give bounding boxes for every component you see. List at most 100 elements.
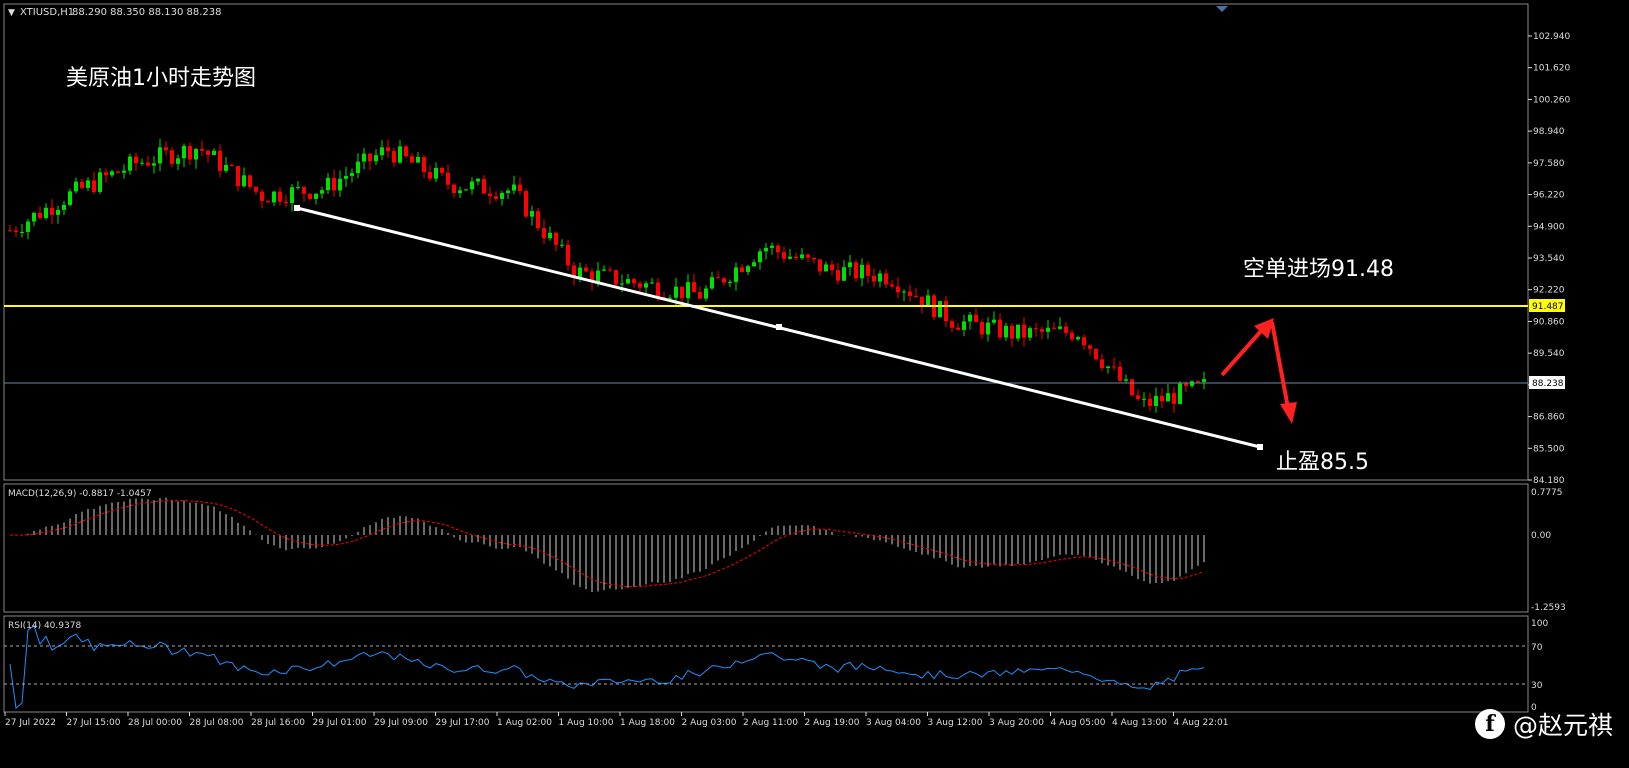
candle-body [980, 321, 984, 335]
candle-body [1076, 337, 1080, 340]
candle-body [1160, 395, 1164, 402]
candle-body [836, 270, 840, 281]
trend-line-handle-start[interactable] [294, 205, 300, 211]
candle-body [1112, 366, 1116, 368]
price-tick-label: 92.220 [1533, 286, 1565, 296]
candle-body [1016, 324, 1020, 339]
candle-body [638, 283, 642, 288]
candle-body [572, 265, 576, 278]
candle-body [50, 207, 54, 215]
candle-body [116, 171, 120, 173]
candle-body [512, 184, 516, 191]
candlestick-series [8, 138, 1206, 413]
candle-body [764, 247, 768, 252]
candle-body [1034, 328, 1038, 330]
time-tick-label: 28 Jul 00:00 [128, 718, 182, 728]
candle-body [62, 204, 66, 210]
candle-body [434, 167, 438, 179]
macd-panel-frame [3, 483, 1529, 613]
price-tick-label: 93.540 [1533, 254, 1565, 264]
candle-body [1064, 326, 1068, 333]
candle-body [626, 279, 630, 284]
price-tick-label: 89.540 [1533, 349, 1565, 359]
candle-body [1088, 345, 1092, 349]
rsi-line [9, 624, 1205, 709]
shift-marker-icon[interactable] [1216, 6, 1228, 12]
candle-body [554, 232, 558, 245]
candle-body [182, 145, 186, 159]
candle-body [590, 271, 594, 283]
price-tick-label: 94.900 [1533, 222, 1565, 232]
candle-body [194, 148, 198, 160]
candle-body [728, 281, 732, 283]
candle-body [860, 264, 864, 279]
candle-body [164, 147, 168, 151]
time-axis: 27 Jul 2022 27 Jul 15:00 28 Jul 00:00 28 Ju… [4, 712, 1228, 728]
candle-body [476, 178, 480, 182]
candle-body [284, 201, 288, 204]
candle-body [482, 178, 486, 194]
candle-body [56, 209, 60, 215]
time-tick-label: 29 Jul 01:00 [313, 718, 367, 728]
chart-title: 美原油1小时走势图 [66, 66, 256, 91]
candle-body [500, 193, 504, 199]
candle-body [698, 292, 702, 299]
candle-body [158, 147, 162, 164]
candle-body [530, 211, 534, 217]
candle-body [1172, 393, 1176, 404]
candle-body [926, 295, 930, 307]
candle-body [494, 196, 498, 199]
candle-body [260, 191, 264, 202]
candle-body [152, 163, 156, 166]
candle-body [536, 211, 540, 229]
candle-body [440, 167, 444, 173]
candle-body [674, 286, 678, 298]
symbol-menu-icon[interactable]: ▼ [8, 8, 15, 18]
candle-body [722, 278, 726, 283]
candle-body [758, 251, 762, 263]
candle-body [920, 296, 924, 307]
candle-body [998, 319, 1002, 338]
candle-body [380, 147, 384, 156]
candle-body [746, 266, 750, 272]
forecast-arrow-up [1220, 318, 1274, 377]
trend-line-handle-end[interactable] [1257, 444, 1263, 450]
time-tick-label: 27 Jul 15:00 [67, 718, 121, 728]
price-tick-label: 98.940 [1533, 127, 1565, 137]
candle-body [362, 153, 366, 162]
candle-body [632, 279, 636, 284]
candle-body [338, 178, 342, 191]
candle-body [464, 189, 468, 191]
level-price-tag [1529, 299, 1565, 312]
candle-body [1130, 379, 1134, 396]
candle-body [656, 282, 660, 298]
candle-body [20, 231, 24, 233]
time-tick-label: 4 Aug 05:00 [1051, 718, 1106, 728]
candle-body [992, 319, 996, 323]
candle-body [458, 190, 462, 194]
candle-body [398, 146, 402, 163]
candle-body [680, 286, 684, 299]
symbol-label: XTIUSD,H1 [20, 7, 74, 18]
candle-body [278, 191, 282, 202]
trend-line-handle-mid[interactable] [776, 324, 782, 330]
time-tick-label: 27 Jul 2022 [5, 718, 56, 728]
time-tick-label: 28 Jul 08:00 [190, 718, 244, 728]
candle-body [566, 244, 570, 266]
candle-body [1082, 337, 1086, 346]
candle-body [776, 245, 780, 253]
candle-body [686, 282, 690, 299]
candle-body [734, 267, 738, 282]
time-tick-label: 3 Aug 12:00 [928, 718, 983, 728]
candle-body [650, 282, 654, 284]
candle-body [272, 191, 276, 203]
candle-body [224, 164, 228, 171]
candle-body [878, 273, 882, 282]
forecast-arrow-down [1270, 321, 1297, 424]
candle-body [212, 150, 216, 156]
candle-body [1094, 348, 1098, 360]
level-price-text: 91.487 [1532, 302, 1564, 312]
candle-body [1148, 398, 1152, 406]
price-tick-label: 100.260 [1533, 95, 1570, 105]
